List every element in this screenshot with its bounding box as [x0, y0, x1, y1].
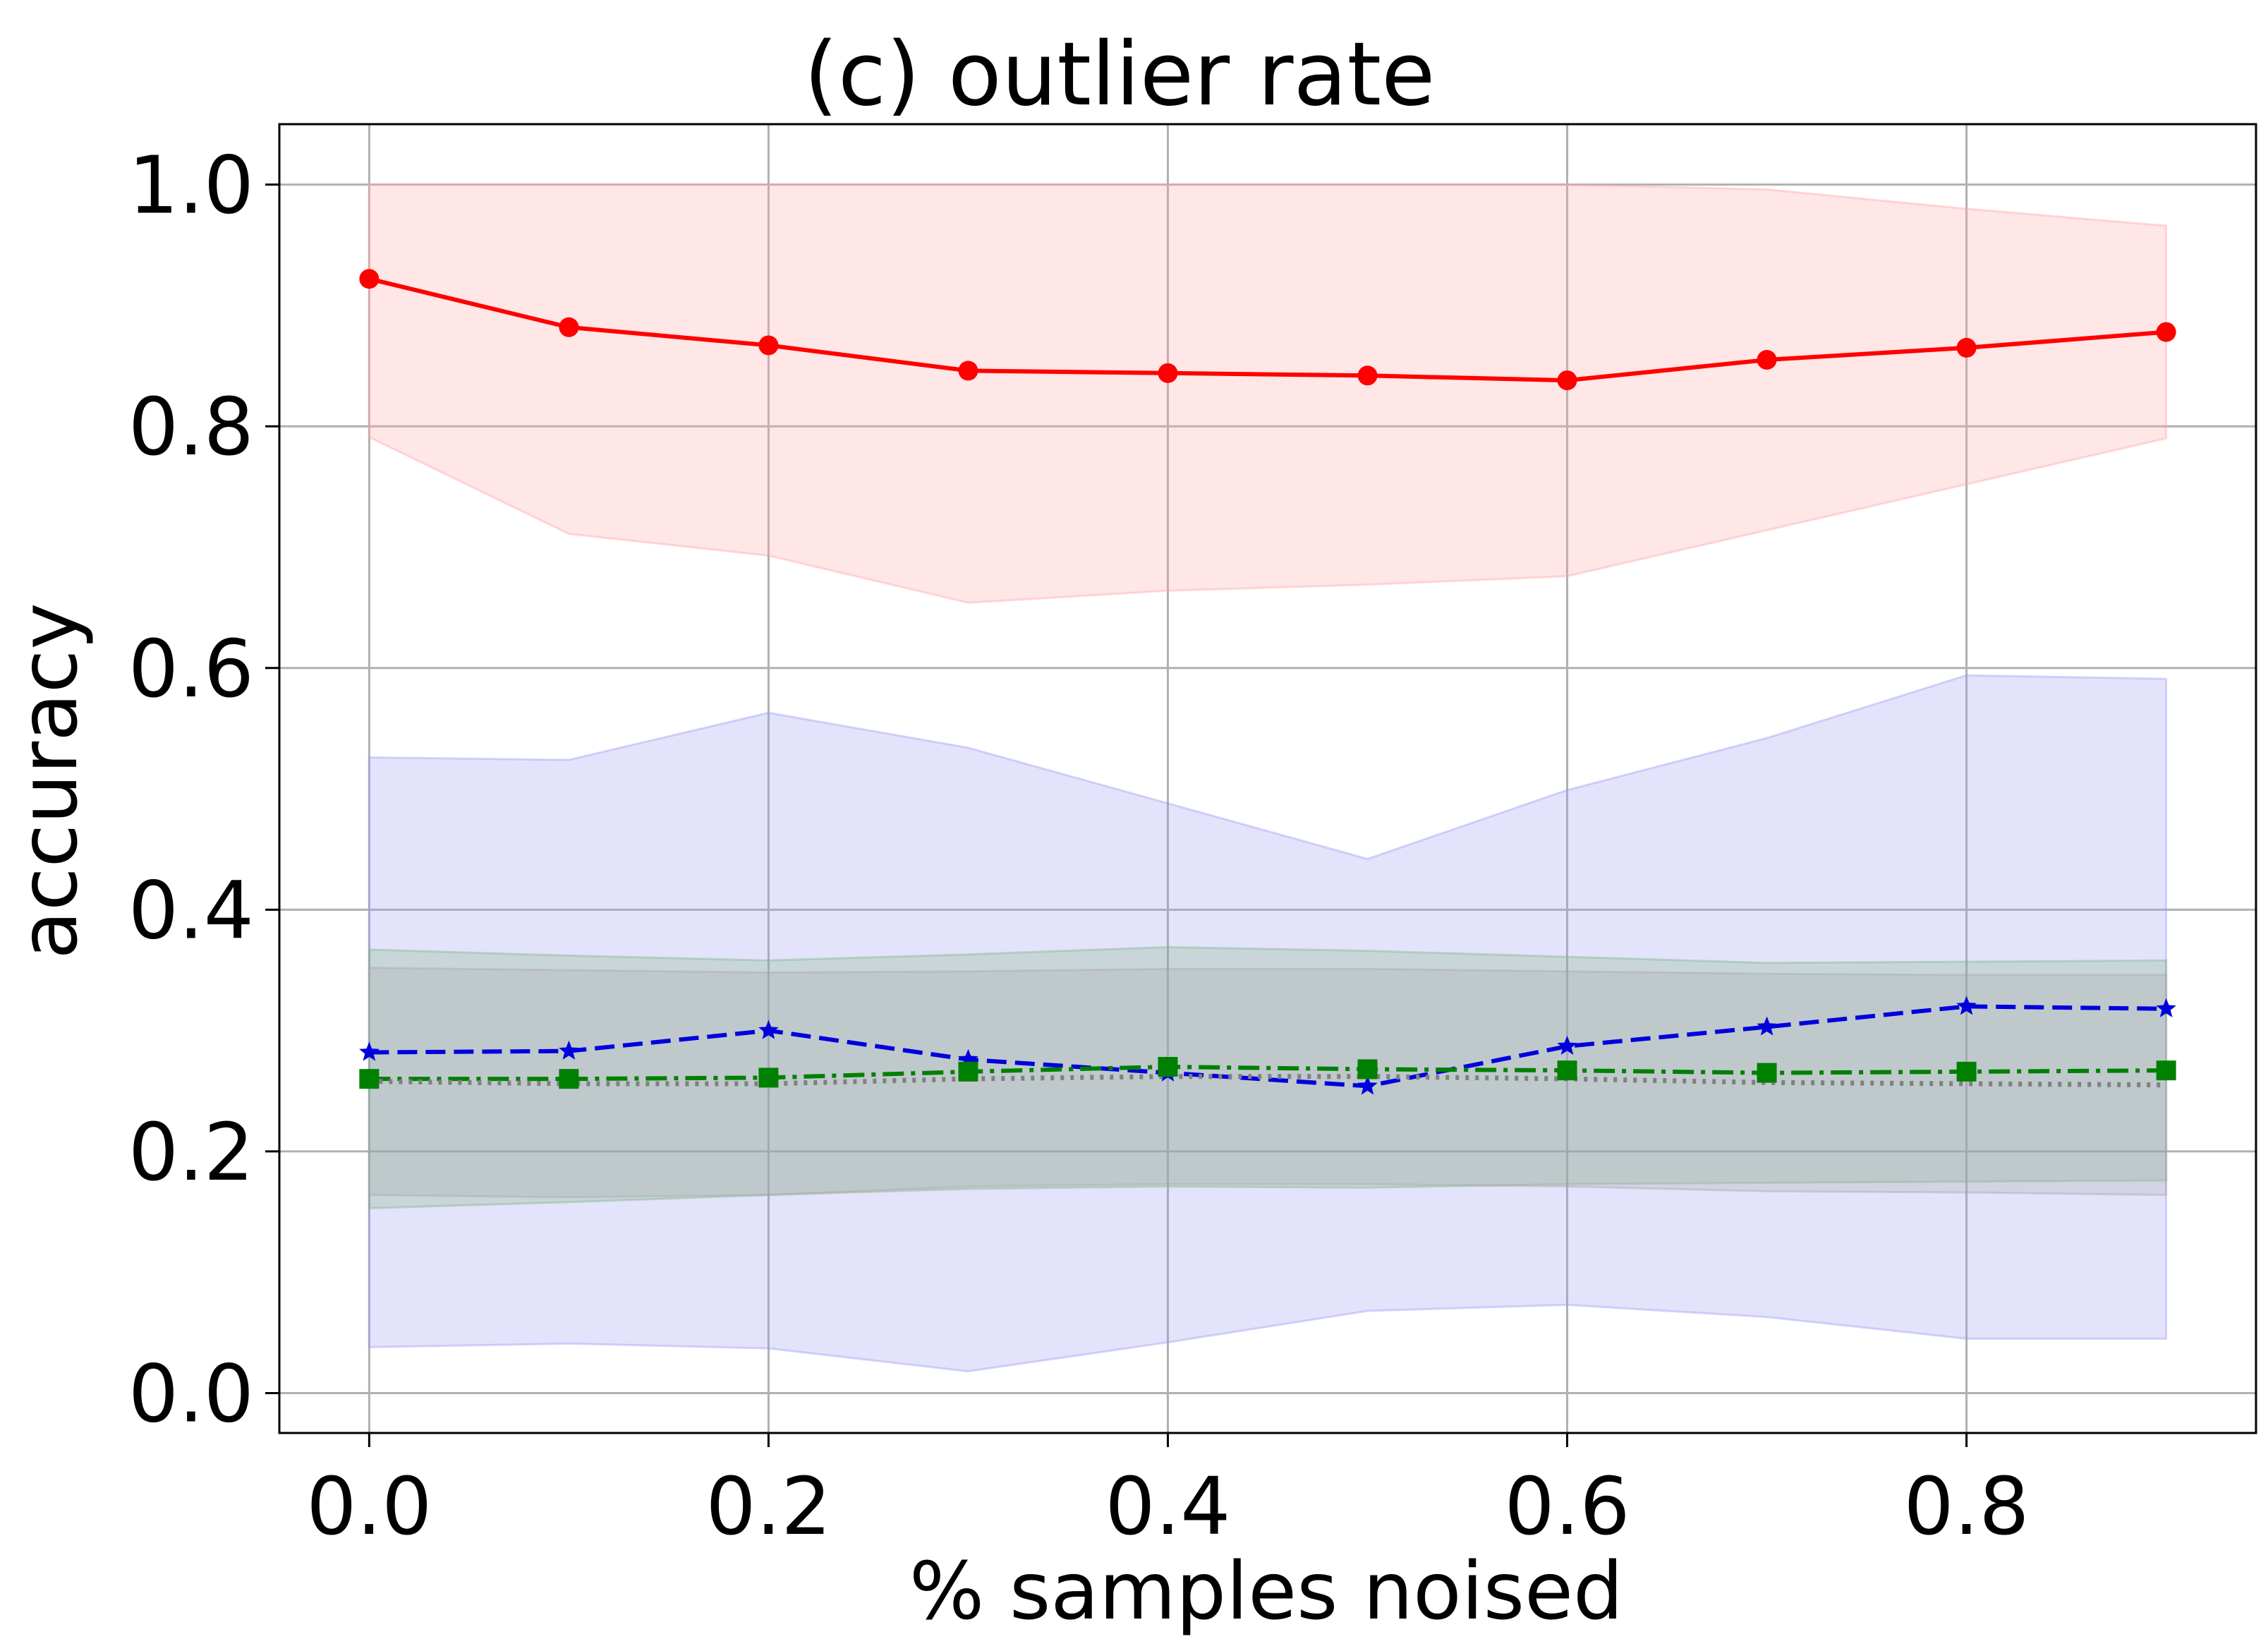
plot-frame [278, 123, 2257, 1434]
data-point [559, 1040, 579, 1060]
confidence-band-3 [368, 967, 2168, 1199]
data-point [2156, 1060, 2176, 1081]
data-point [758, 1020, 779, 1039]
confidence-band-1 [368, 674, 2168, 1373]
data-point [1956, 1061, 1977, 1082]
data-point [359, 1069, 380, 1089]
y-tick-label: 1.0 [128, 140, 254, 232]
series-lines [368, 277, 2166, 1089]
y-tick-label: 0.4 [128, 865, 254, 957]
data-point [1557, 1035, 1577, 1055]
x-tick-label: 0.2 [705, 1461, 831, 1553]
data-point [359, 1041, 380, 1061]
y-axis-label: accuracy [4, 603, 95, 959]
series-line-0 [368, 277, 2166, 383]
y-tick-label: 0.6 [128, 624, 254, 715]
confidence-band-0 [368, 183, 2168, 604]
data-point [1757, 1063, 1777, 1083]
data-point [958, 361, 978, 381]
data-point [559, 1069, 579, 1089]
confidence-band-2 [368, 945, 2168, 1209]
data-point [1557, 1060, 1577, 1081]
series-markers [359, 269, 2176, 1095]
chart-title: (c) outlier rate [804, 24, 1436, 126]
data-point [1357, 1075, 1378, 1095]
data-point [1158, 363, 1178, 383]
y-tick-label: 0.2 [128, 1107, 254, 1199]
data-point [1757, 1016, 1777, 1036]
series-line-1 [369, 1004, 2166, 1089]
y-tick-label: 0.0 [128, 1348, 254, 1440]
data-point [1357, 1059, 1378, 1080]
confidence-bands [368, 183, 2168, 1373]
data-point [1557, 370, 1577, 391]
data-point [958, 1048, 978, 1068]
data-point [758, 335, 779, 356]
x-tick-label: 0.6 [1504, 1461, 1630, 1553]
x-tick-label: 0.8 [1904, 1461, 2030, 1553]
data-point [1158, 1057, 1178, 1077]
data-point [1757, 350, 1777, 370]
data-point [1956, 996, 1977, 1015]
data-point [1956, 337, 1977, 358]
series-line-3 [369, 1074, 2166, 1088]
data-point [2156, 322, 2176, 342]
data-point [359, 269, 380, 289]
data-point [2156, 998, 2176, 1017]
data-point [559, 317, 579, 337]
x-tick-label: 0.4 [1105, 1461, 1230, 1553]
data-point [958, 1061, 978, 1082]
axis-ticks: 0.0 0.2 0.4 0.6 0.8 0.0 0.2 0.4 0.6 0.8 1.0 [128, 140, 2030, 1553]
series-line-2 [369, 1065, 2166, 1082]
data-point [1357, 365, 1378, 386]
data-point [758, 1068, 779, 1088]
x-axis-label: % samples noised [909, 1546, 1623, 1638]
y-tick-label: 0.8 [128, 382, 254, 473]
x-tick-label: 0.0 [306, 1461, 432, 1553]
